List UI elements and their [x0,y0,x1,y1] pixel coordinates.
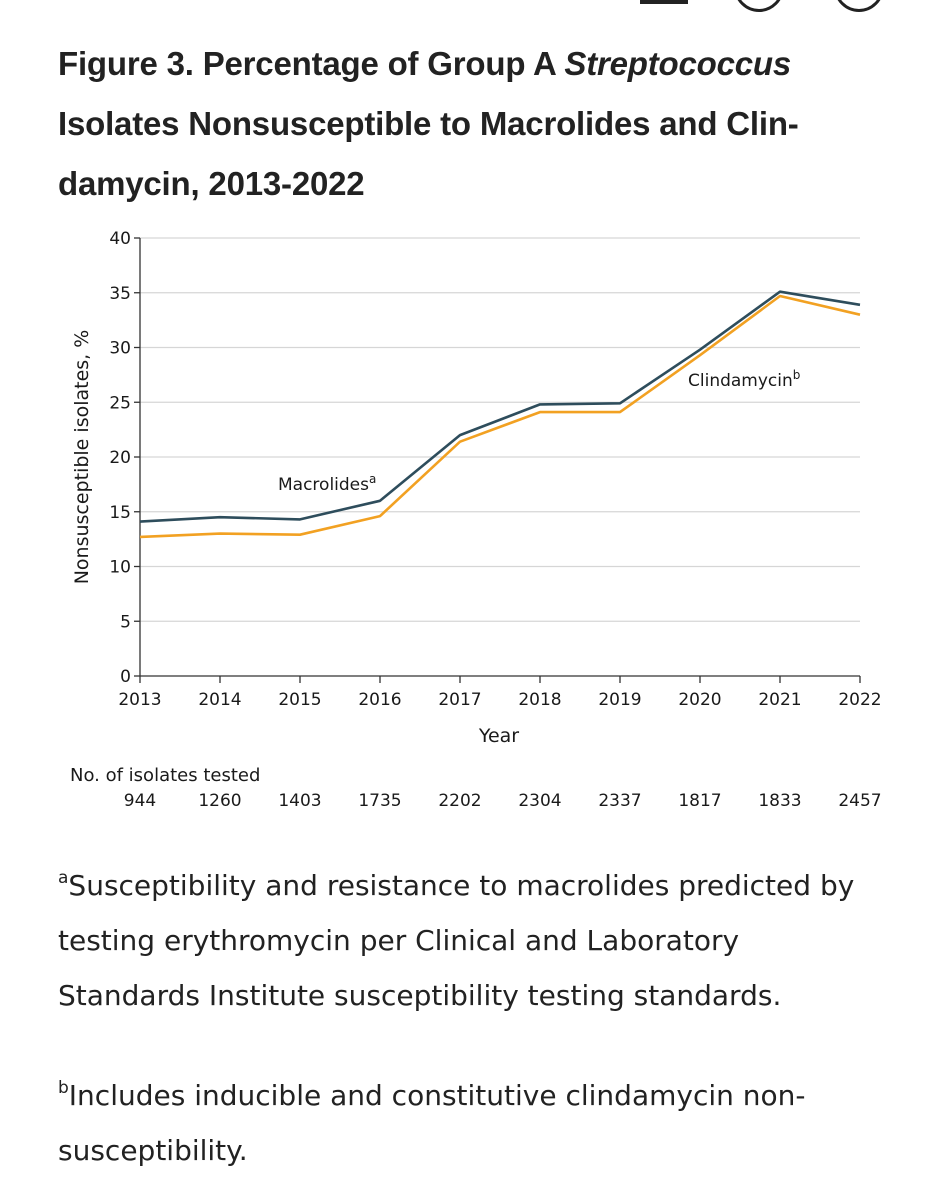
gridlines [140,237,860,622]
series-label-clindamycin: Clindamycinb [688,368,800,391]
isolates-count: 1817 [678,791,721,811]
series-label-superscript: b [793,368,801,382]
y-tick-label: 0 [120,667,131,687]
x-tick-label: 2018 [518,690,561,710]
isolates-count: 1403 [278,791,321,811]
footnote-a-marker: a [58,868,69,888]
y-tick-label: 30 [109,339,131,359]
x-tick-label: 2015 [278,690,321,710]
footnote-a: aSusceptibility and resistance to macrol… [58,858,888,1023]
figure-title-italic: Streptococcus [564,45,792,82]
series-lines [139,290,861,539]
x-tick-label: 2016 [358,690,401,710]
series-label-text: Macrolides [278,475,369,495]
y-tick-label: 5 [120,612,131,632]
isolates-row: 944 1260 1403 1735 2202 2304 2337 1817 1833 2457 [124,791,882,811]
x-tick-label: 2014 [198,690,241,710]
x-tick-label: 2019 [598,690,641,710]
series-line-macrolides [139,290,861,523]
y-tick-label: 15 [109,503,131,523]
top-toolbar [0,0,949,12]
series-label-macrolides: Macrolidesa [278,472,376,495]
y-tick-label: 25 [109,393,131,413]
y-tick-label: 35 [109,284,131,304]
x-tick-label: 2022 [838,690,881,710]
y-tick-label: 20 [109,448,131,468]
x-tick-label: 2020 [678,690,721,710]
footnote-b-text: Includes inducible and constitutive clin… [58,1079,806,1167]
menu-icon[interactable] [640,0,688,4]
footnote-b-marker: b [58,1078,69,1098]
isolates-table-header: No. of isolates tested [70,765,260,786]
isolates-count: 2337 [598,791,641,811]
isolates-count: 1735 [358,791,401,811]
y-tick-label: 10 [109,558,131,578]
isolates-count: 2304 [518,791,561,811]
y-axis-label: Nonsusceptible isolates, % [71,330,93,585]
x-tick-label: 2013 [118,690,161,710]
figure-title: Figure 3. Percentage of Group A Streptoc… [58,34,858,214]
isolates-count: 1260 [198,791,241,811]
y-tick-label: 40 [109,229,131,249]
series-line-clindamycin [139,294,861,539]
y-ticks: 0 5 10 15 20 25 30 35 40 [109,229,140,687]
x-tick-label: 2021 [758,690,801,710]
isolates-count: 2202 [438,791,481,811]
x-tick-label: 2017 [438,690,481,710]
footnote-b: bIncludes inducible and constitutive cli… [58,1068,888,1178]
figure-title-suffix: Isolates Nonsusceptible to Macrolides an… [58,105,799,202]
isolates-count: 944 [124,791,156,811]
footnote-a-text: Susceptibility and resistance to macroli… [58,869,855,1012]
series-label-superscript: a [369,472,376,486]
series-label-text: Clindamycin [688,371,793,391]
x-axis-label: Year [478,725,519,747]
x-ticks: 2013 2014 2015 2016 2017 2018 2019 2020 2021 2022 [118,676,882,710]
isolates-count: 1833 [758,791,801,811]
isolates-count: 2457 [838,791,881,811]
figure-title-prefix: Figure 3. Percentage of Group A [58,45,565,82]
